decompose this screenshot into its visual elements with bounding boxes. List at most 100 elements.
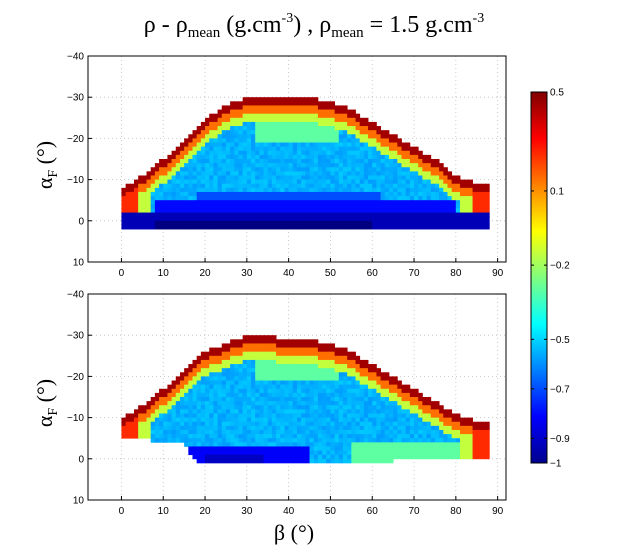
top-heat-cell <box>205 126 210 131</box>
bottom-heat-cell <box>246 380 252 386</box>
top-heat-cell <box>305 117 310 123</box>
bottom-heat-cell <box>414 450 419 456</box>
top-heat-cell <box>393 175 398 180</box>
top-heat-cell <box>209 117 214 123</box>
bottom-heat-cell <box>309 392 315 398</box>
bottom-heat-cell <box>338 425 344 431</box>
top-heat-cell <box>146 196 152 201</box>
top-heat-cell <box>251 200 256 205</box>
top-heat-cell <box>297 126 302 131</box>
top-heat-cell <box>455 191 461 197</box>
top-heat-cell <box>434 175 440 180</box>
bottom-heat-cell <box>372 413 377 418</box>
top-heat-cell <box>317 171 323 176</box>
top-heat-cell <box>422 175 427 180</box>
top-heat-cell <box>347 113 352 119</box>
top-heat-cell <box>142 212 147 218</box>
bottom-heat-cell <box>380 405 386 410</box>
bottom-heat-cell <box>188 401 193 406</box>
top-heat-cell <box>217 224 223 230</box>
bottom-heat-cell <box>175 376 181 381</box>
bottom-heat-cell <box>359 429 365 435</box>
bottom-heat-cell <box>280 434 285 439</box>
top-heat-cell <box>221 183 227 189</box>
top-heat-cell <box>242 109 248 115</box>
bottom-heat-cell <box>255 401 260 406</box>
bottom-heat-cell <box>238 442 244 447</box>
top-heat-cell <box>376 224 381 230</box>
top-heat-cell <box>363 150 369 156</box>
top-heat-cell <box>297 208 302 213</box>
bottom-heat-cell <box>464 450 469 456</box>
top-heat-cell <box>297 138 302 143</box>
bottom-heat-cell <box>430 409 436 414</box>
bottom-heat-cell <box>242 442 248 447</box>
top-heat-cell <box>267 171 273 176</box>
top-heat-cell <box>380 183 386 189</box>
bottom-heat-cell <box>401 421 407 427</box>
bottom-heat-cell <box>213 372 218 377</box>
top-heat-cell <box>330 220 336 226</box>
bottom-heat-cell <box>213 351 218 357</box>
bottom-heat-cell <box>271 351 277 357</box>
bottom-heat-cell <box>305 384 310 390</box>
top-heat-cell <box>184 224 189 230</box>
top-heat-cell <box>238 150 244 156</box>
bottom-heat-cell <box>209 417 214 423</box>
top-heat-cell <box>246 191 252 197</box>
top-heat-cell <box>196 175 202 180</box>
bottom-heat-cell <box>280 425 285 431</box>
top-heat-cell <box>267 187 273 193</box>
top-heat-cell <box>184 138 189 143</box>
top-heat-cell <box>301 109 306 115</box>
bottom-heat-cell <box>430 401 436 406</box>
top-heat-cell <box>179 179 185 185</box>
top-heat-cell <box>305 216 310 222</box>
top-heat-cell <box>280 220 285 226</box>
bottom-heat-cell <box>317 355 323 361</box>
bottom-heat-cell <box>292 405 298 410</box>
top-heat-cell <box>338 175 344 180</box>
top-heat-cell <box>276 105 281 110</box>
bottom-heat-cell <box>330 388 336 394</box>
bottom-x-tick-label: 80 <box>450 506 462 517</box>
bottom-heat-cell <box>455 454 461 460</box>
bottom-heat-cell <box>213 397 218 402</box>
top-heat-cell <box>384 179 390 185</box>
top-heat-cell <box>322 126 327 131</box>
bottom-heat-cell <box>301 347 306 353</box>
top-heat-cell <box>280 163 285 168</box>
bottom-heat-cell <box>167 388 172 394</box>
top-heat-cell <box>192 224 198 230</box>
top-heat-cell <box>213 196 218 201</box>
top-heat-cell <box>464 183 469 189</box>
bottom-heat-cell <box>230 392 235 398</box>
top-heat-cell <box>163 175 168 180</box>
top-heat-cell <box>485 224 490 230</box>
top-heat-cell <box>485 212 490 218</box>
bottom-heat-cell <box>409 454 415 460</box>
bottom-heat-cell <box>280 438 285 443</box>
top-heat-cell <box>384 167 390 172</box>
bottom-heat-cell <box>384 458 390 464</box>
top-heat-cell <box>426 208 432 213</box>
top-heat-cell <box>322 105 327 110</box>
top-heat-cell <box>342 126 348 131</box>
top-heat-cell <box>372 159 377 164</box>
top-heat-cell <box>305 191 310 197</box>
bottom-heat-cell <box>351 384 356 390</box>
bottom-heat-cell <box>200 384 206 390</box>
top-heat-cell <box>292 212 298 218</box>
top-heat-cell <box>414 212 419 218</box>
bottom-heat-cell <box>288 454 294 460</box>
top-heat-cell <box>363 117 369 123</box>
top-heat-cell <box>330 216 336 222</box>
bottom-heat-cell <box>142 409 147 414</box>
top-heat-cell <box>376 146 381 152</box>
bottom-heat-cell <box>372 425 377 431</box>
bottom-heat-cell <box>317 434 323 439</box>
bottom-heat-cell <box>196 368 202 373</box>
top-heat-cell <box>376 159 381 164</box>
bottom-heat-cell <box>330 359 336 365</box>
bottom-heat-cell <box>121 425 127 431</box>
